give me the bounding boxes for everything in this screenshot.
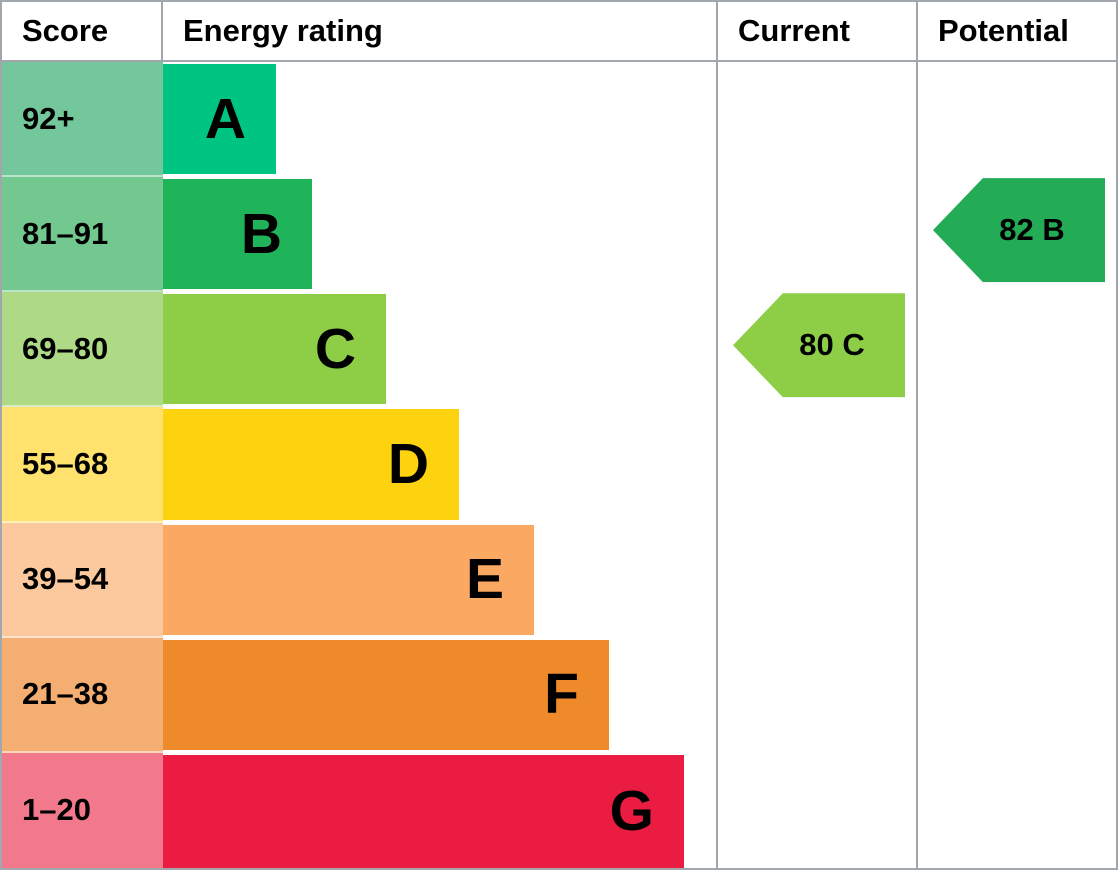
- table-header: Score Energy rating Current Potential: [2, 2, 1116, 62]
- band-row-c: 69–80 C: [2, 292, 716, 408]
- band-row-b: 81–91 B: [2, 177, 716, 293]
- current-rating-arrow: 80 C: [733, 293, 905, 398]
- header-current: Current: [716, 2, 916, 60]
- potential-column: 82 B: [916, 62, 1116, 868]
- band-bar-e: E: [163, 524, 534, 635]
- band-row-e: 39–54 E: [2, 522, 716, 638]
- band-bar-a: A: [163, 64, 276, 175]
- score-range-a: 92+: [2, 62, 163, 178]
- band-row-a: 92+ A: [2, 62, 716, 178]
- band-row-g: 1–20 G: [2, 752, 716, 868]
- header-score: Score: [2, 2, 163, 60]
- header-potential: Potential: [916, 2, 1116, 60]
- band-bar-b: B: [163, 179, 312, 290]
- header-rating: Energy rating: [183, 13, 383, 48]
- current-column: 80 C: [716, 62, 916, 868]
- band-bar-d: D: [163, 409, 459, 520]
- score-range-d: 55–68: [2, 407, 163, 523]
- band-row-f: 21–38 F: [2, 637, 716, 753]
- score-range-e: 39–54: [2, 522, 163, 638]
- score-range-c: 69–80: [2, 292, 163, 408]
- bands-area: 92+ A 81–91 B 69–80 C 55–68 D 39–54 E 21…: [2, 62, 716, 868]
- potential-rating-arrow: 82 B: [933, 178, 1105, 283]
- score-range-b: 81–91: [2, 177, 163, 293]
- table-body: 92+ A 81–91 B 69–80 C 55–68 D 39–54 E 21…: [2, 62, 1116, 868]
- band-bar-f: F: [163, 639, 609, 750]
- band-bar-g: G: [163, 754, 684, 868]
- score-range-g: 1–20: [2, 752, 163, 868]
- score-range-f: 21–38: [2, 637, 163, 753]
- band-bar-c: C: [163, 294, 386, 405]
- band-row-d: 55–68 D: [2, 407, 716, 523]
